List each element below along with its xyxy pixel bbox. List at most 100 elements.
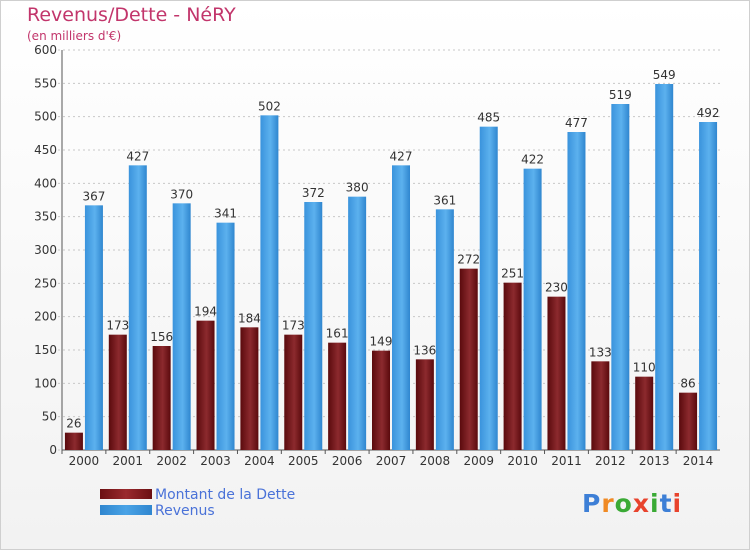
bar-dette	[547, 296, 566, 450]
bar-dette	[64, 432, 83, 450]
data-label-revenus: 427	[390, 149, 413, 163]
bar-dette	[196, 320, 215, 450]
bar-dette	[635, 376, 654, 450]
y-tick-label: 100	[34, 376, 57, 390]
bar-revenus	[348, 196, 367, 450]
legend-label-revenus: Revenus	[155, 503, 215, 519]
data-label-dette: 149	[370, 335, 393, 349]
bar-dette	[240, 327, 259, 450]
x-tick-label: 2008	[420, 454, 451, 468]
bar-dette	[152, 346, 171, 450]
data-label-dette: 173	[106, 319, 129, 333]
bar-revenus	[435, 209, 454, 450]
bar-revenus	[304, 202, 323, 450]
data-label-revenus: 372	[302, 186, 325, 200]
bar-dette	[108, 334, 127, 450]
y-tick-label: 200	[34, 310, 57, 324]
data-label-dette: 184	[238, 311, 261, 325]
x-tick-label: 2000	[69, 454, 100, 468]
bar-revenus	[523, 168, 542, 450]
x-tick-label: 2012	[595, 454, 626, 468]
bar-revenus	[128, 165, 147, 451]
logo-letter: t	[659, 489, 673, 518]
data-label-dette: 272	[457, 253, 480, 267]
x-tick-label: 2011	[551, 454, 582, 468]
y-tick-label: 150	[34, 343, 57, 357]
x-tick-label: 2010	[507, 454, 538, 468]
x-tick-label: 2013	[639, 454, 670, 468]
data-label-revenus: 427	[126, 149, 149, 163]
bar-revenus	[611, 104, 630, 450]
data-label-revenus: 367	[82, 189, 105, 203]
y-tick-label: 250	[34, 276, 57, 290]
logo-letter: x	[632, 489, 650, 518]
bar-revenus	[699, 122, 718, 450]
logo-letter: P	[582, 489, 602, 518]
x-tick-label: 2014	[683, 454, 714, 468]
data-label-dette: 161	[326, 327, 349, 341]
data-label-revenus: 361	[433, 193, 456, 207]
bar-revenus	[84, 205, 103, 450]
data-label-revenus: 485	[477, 111, 500, 125]
bar-revenus	[655, 84, 674, 450]
data-label-revenus: 477	[565, 116, 588, 130]
data-label-dette: 26	[66, 417, 81, 431]
bar-dette	[415, 359, 434, 450]
legend-swatch-dette	[100, 489, 152, 499]
logo-letter: i	[650, 489, 660, 518]
chart-subtitle: (en milliers d'€)	[27, 29, 122, 43]
y-tick-label: 450	[34, 143, 57, 157]
y-tick-label: 50	[42, 410, 57, 424]
y-tick-label: 600	[34, 43, 57, 57]
bar-dette	[503, 282, 522, 450]
y-tick-label: 500	[34, 110, 57, 124]
legend-swatch-revenus	[100, 505, 152, 515]
data-label-dette: 156	[150, 330, 173, 344]
x-tick-label: 2009	[463, 454, 494, 468]
y-tick-label: 400	[34, 176, 57, 190]
y-tick-label: 550	[34, 76, 57, 90]
data-label-revenus: 519	[609, 88, 632, 102]
data-label-dette: 251	[501, 267, 524, 281]
chart-title: Revenus/Dette - NéRY	[27, 4, 236, 26]
data-label-dette: 173	[282, 319, 305, 333]
bar-revenus	[479, 126, 498, 451]
bar-revenus	[260, 115, 279, 450]
y-tick-label: 0	[49, 443, 57, 457]
bar-revenus	[567, 132, 586, 450]
bar-revenus	[392, 165, 410, 451]
logo-letter: i	[672, 489, 683, 518]
data-label-revenus: 422	[521, 153, 544, 167]
logo-letter: r	[601, 489, 615, 518]
data-label-revenus: 492	[697, 106, 720, 120]
x-tick-label: 2003	[200, 454, 231, 468]
y-tick-label: 350	[34, 210, 57, 224]
bar-revenus	[216, 222, 235, 450]
proxiti-logo: Proxiti	[582, 489, 682, 518]
data-label-dette: 230	[545, 281, 568, 295]
data-label-revenus: 549	[653, 68, 676, 82]
x-tick-label: 2005	[288, 454, 319, 468]
data-label-dette: 133	[589, 345, 612, 359]
legend-label-dette: Montant de la Dette	[155, 487, 296, 503]
data-label-revenus: 370	[170, 187, 193, 201]
bar-dette	[591, 361, 610, 450]
x-tick-label: 2006	[332, 454, 363, 468]
x-tick-label: 2001	[113, 454, 144, 468]
bar-revenus	[172, 203, 191, 450]
data-label-revenus: 502	[258, 99, 281, 113]
bar-dette	[372, 350, 390, 450]
data-label-dette: 86	[680, 377, 695, 391]
data-label-revenus: 341	[214, 207, 237, 221]
x-tick-label: 2002	[156, 454, 187, 468]
bar-dette	[679, 392, 698, 450]
x-tick-label: 2004	[244, 454, 275, 468]
bar-dette	[328, 342, 347, 450]
data-label-dette: 110	[633, 361, 656, 375]
bar-dette	[459, 268, 478, 450]
data-label-revenus: 380	[346, 181, 369, 195]
data-label-dette: 194	[194, 305, 217, 319]
bar-dette	[284, 334, 303, 450]
x-tick-label: 2007	[376, 454, 407, 468]
